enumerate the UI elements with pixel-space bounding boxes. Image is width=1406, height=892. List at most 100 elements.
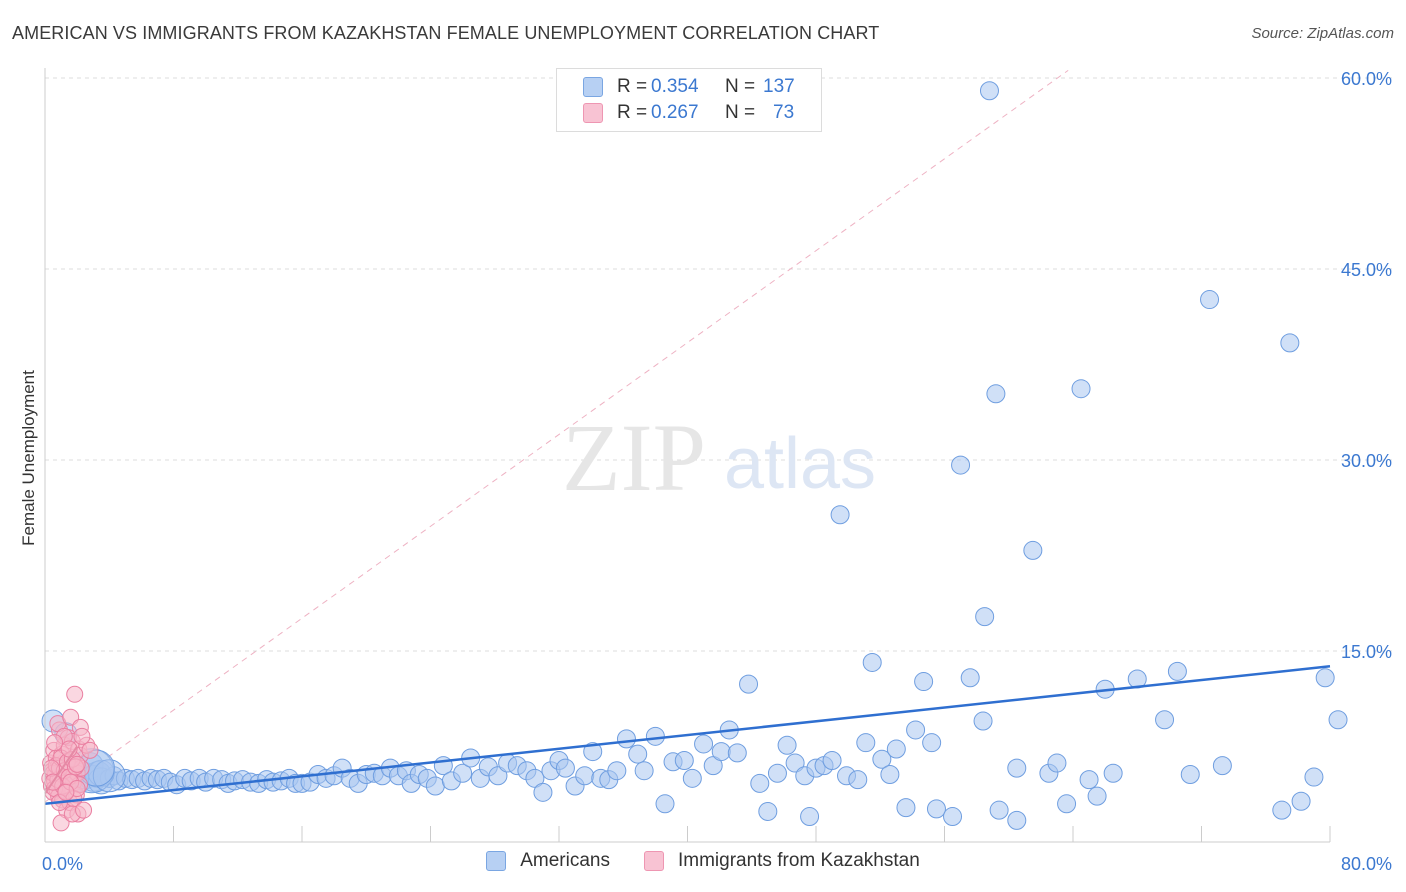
americans-point (87, 759, 115, 787)
americans-point (750, 773, 770, 793)
americans-point (1079, 770, 1099, 790)
americans-point (951, 455, 971, 475)
americans-point (848, 770, 868, 790)
americans-point (800, 807, 820, 827)
americans-point (1047, 753, 1067, 773)
chart-title: AMERICAN VS IMMIGRANTS FROM KAZAKHSTAN F… (12, 23, 880, 43)
americans-point (979, 81, 999, 101)
americans-swatch (486, 851, 507, 871)
americans-point (989, 800, 1009, 820)
reference-diagonal (44, 69, 1069, 803)
americans-point (533, 782, 553, 802)
americans-trendline (44, 665, 1331, 806)
americans-point (1200, 290, 1220, 310)
americans-point (1272, 800, 1292, 820)
n-value: 73 (773, 102, 795, 123)
americans-point (822, 751, 842, 771)
y-tick-label: 30.0% (1341, 451, 1392, 471)
americans-point (488, 766, 508, 786)
legend-label: Americans (520, 850, 610, 871)
americans-point (886, 739, 906, 759)
americans-swatch (583, 77, 603, 97)
n-value: 137 (763, 76, 795, 97)
kazakhstan-point (66, 685, 84, 703)
americans-point (1167, 661, 1187, 681)
americans-point (1057, 794, 1077, 814)
americans-point (1212, 756, 1232, 776)
americans-point (926, 799, 946, 819)
americans-point (616, 729, 636, 749)
americans-point (785, 753, 805, 773)
stats-row-americans: R = 0.354 N = 137 (583, 75, 795, 99)
kazakhstan-point (46, 734, 64, 752)
americans-point (1023, 540, 1043, 560)
watermark-zip: ZIP (562, 404, 706, 511)
americans-point (425, 776, 445, 796)
americans-point (1304, 767, 1324, 787)
americans-point (575, 766, 595, 786)
americans-point (628, 744, 648, 764)
legend-item-kazakhstan[interactable]: Immigrants from Kazakhstan (643, 850, 920, 872)
americans-point (862, 652, 882, 672)
x-tick-label: 0.0% (42, 854, 83, 874)
americans-point (906, 720, 926, 740)
americans-point (880, 765, 900, 785)
n-label: N = (725, 102, 756, 123)
americans-point (1087, 786, 1107, 806)
americans-point (1103, 763, 1123, 783)
americans-point (896, 798, 916, 818)
legend-item-americans[interactable]: Americans (486, 850, 610, 872)
americans-point (453, 763, 473, 783)
n-label: N = (725, 76, 756, 97)
americans-point (1291, 791, 1311, 811)
points-layer (41, 81, 1348, 832)
grid-layer (44, 69, 1392, 803)
series-legend: Americans Immigrants from Kazakhstan (0, 850, 1406, 872)
americans-point (922, 733, 942, 753)
watermark-atlas: atlas (724, 424, 876, 504)
americans-point (975, 607, 995, 627)
americans-point (92, 759, 126, 793)
kazakhstan-point (52, 814, 70, 832)
source-label: Source: ZipAtlas.com (1251, 25, 1394, 42)
y-tick-label: 60.0% (1341, 69, 1392, 89)
americans-point (1007, 810, 1027, 830)
x-tick-label: 80.0% (1341, 854, 1392, 874)
americans-point (914, 672, 934, 692)
y-tick-label: 45.0% (1341, 260, 1392, 280)
americans-point (711, 742, 731, 762)
trend-layer (44, 665, 1331, 806)
americans-point (727, 743, 747, 763)
americans-point (583, 742, 603, 762)
kazakhstan-point (68, 755, 86, 773)
americans-point (830, 505, 850, 525)
americans-point (739, 674, 759, 694)
americans-point (1315, 668, 1335, 688)
stats-legend: R = 0.354 N = 137 R = 0.267 N = 73 (556, 68, 822, 132)
americans-point (655, 794, 675, 814)
americans-point (645, 726, 665, 746)
americans-point (1180, 765, 1200, 785)
kazakhstan-point (75, 801, 93, 819)
americans-point (758, 801, 778, 821)
americans-point (1280, 333, 1300, 353)
americans-point (960, 668, 980, 688)
americans-point (777, 735, 797, 755)
americans-point (1155, 710, 1175, 730)
kazakhstan-swatch (583, 103, 603, 123)
kazakhstan-point (81, 741, 99, 759)
kazakhstan-point (73, 727, 91, 745)
americans-point (694, 734, 714, 754)
kazakhstan-swatch (643, 851, 664, 871)
americans-point (767, 763, 787, 783)
axis-layer: 15.0% 30.0% 45.0% 60.0% 0.0% 80.0% (42, 68, 1392, 874)
r-label: R = (617, 76, 648, 97)
americans-point (634, 761, 654, 781)
americans-point (856, 733, 876, 753)
americans-point (1071, 379, 1091, 399)
americans-point (943, 807, 963, 827)
stats-row-kazakhstan: R = 0.267 N = 73 (583, 101, 794, 125)
americans-point (1328, 710, 1348, 730)
americans-point (872, 749, 892, 769)
